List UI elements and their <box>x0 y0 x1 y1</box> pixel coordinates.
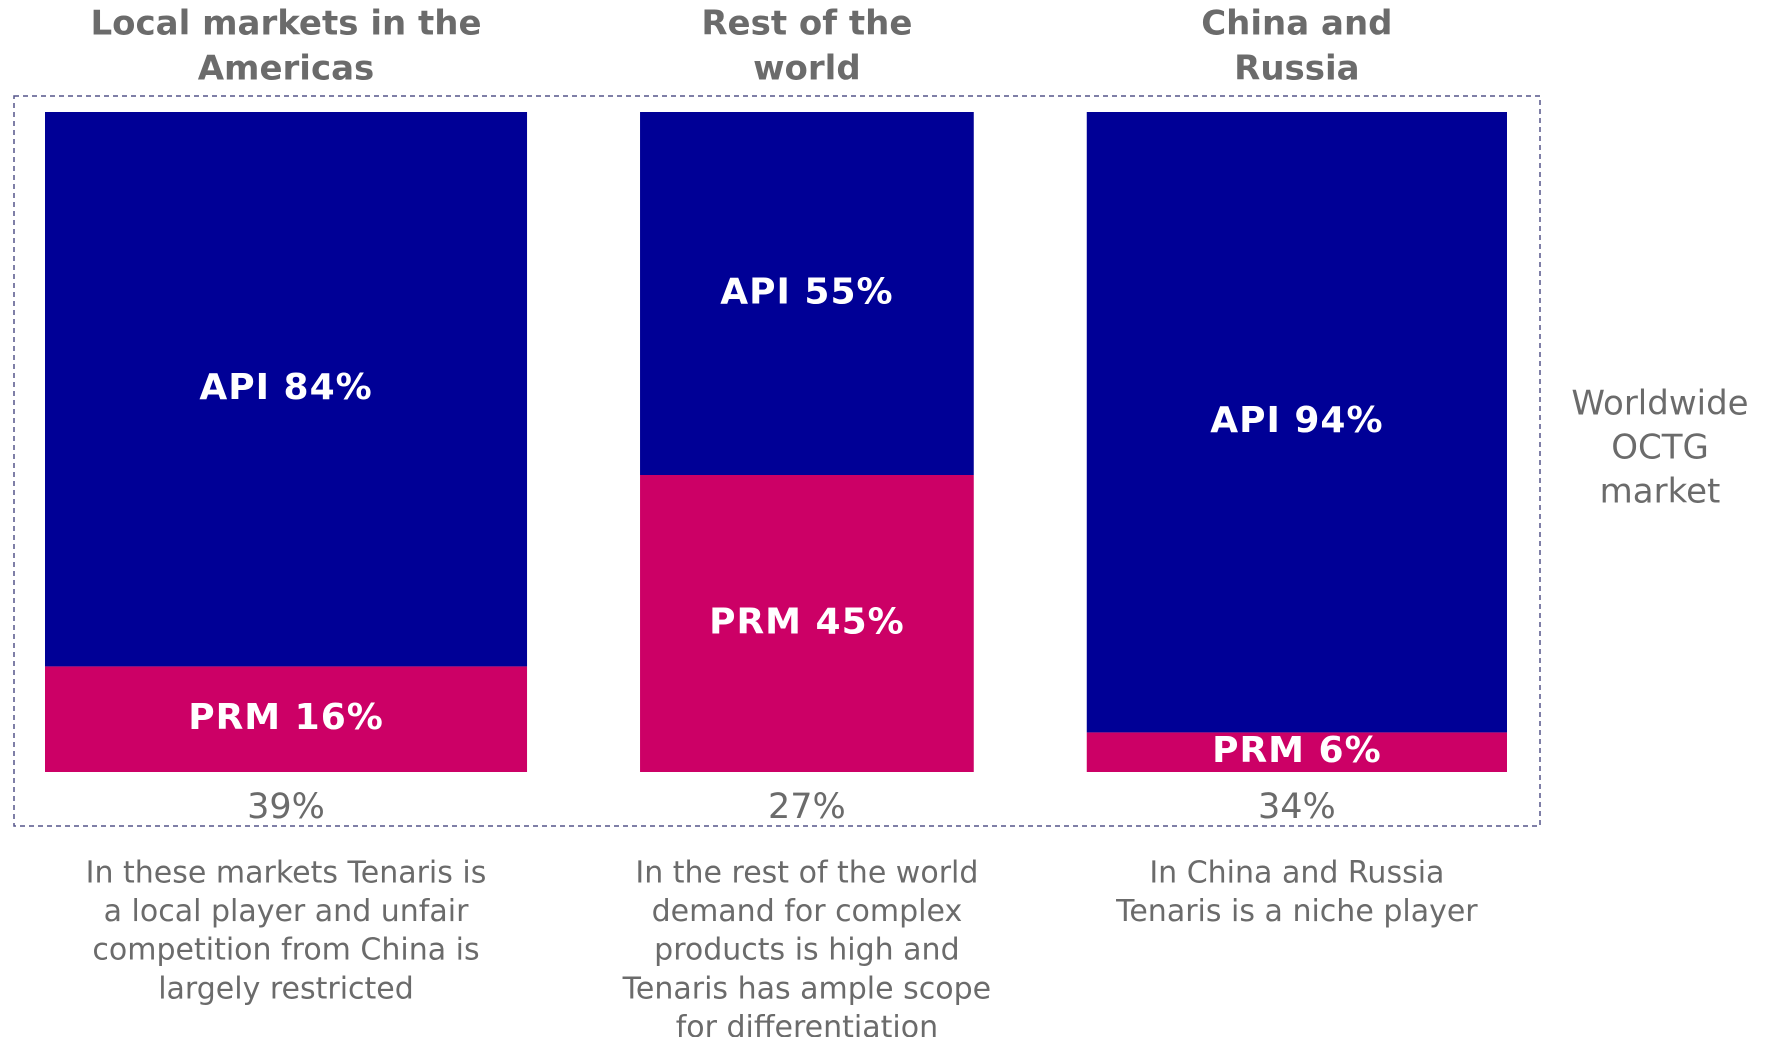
description: In China and Russia <box>1149 856 1444 891</box>
segment <box>45 112 528 667</box>
market-frame <box>13 95 1541 827</box>
column-heading: Russia <box>1234 49 1359 89</box>
column-heading: world <box>753 49 861 89</box>
segment <box>1086 112 1507 733</box>
segment-label: API 84% <box>199 367 372 408</box>
side-label: market <box>1600 472 1721 512</box>
width-label: 27% <box>768 787 846 827</box>
segment-label: API 55% <box>720 272 893 313</box>
description: In these markets Tenaris is <box>86 856 487 891</box>
width-label: 34% <box>1258 787 1336 827</box>
description: largely restricted <box>158 971 414 1006</box>
description: demand for complex <box>652 894 963 929</box>
segment-label: PRM 45% <box>709 602 905 643</box>
side-label: OCTG <box>1611 428 1709 468</box>
segment-label: PRM 16% <box>188 697 384 738</box>
column-heading: Americas <box>198 49 375 89</box>
segment <box>640 475 974 772</box>
segment-label: API 94% <box>1210 400 1383 441</box>
description: a local player and unfair <box>104 894 469 929</box>
description: Tenaris has ample scope <box>622 971 991 1006</box>
description: In the rest of the world <box>635 856 978 891</box>
side-label: Worldwide <box>1571 384 1748 424</box>
description: for differentiation <box>676 1010 938 1037</box>
segment-label: PRM 6% <box>1212 730 1382 771</box>
description: competition from China is <box>92 933 479 968</box>
column-heading: Rest of the <box>701 4 912 44</box>
segment <box>45 666 528 772</box>
description: products is high and <box>654 933 959 968</box>
column-heading: Local markets in the <box>90 4 481 44</box>
segment <box>1086 732 1507 772</box>
description: Tenaris is a niche player <box>1115 894 1478 929</box>
width-label: 39% <box>247 787 325 827</box>
segment <box>640 112 974 475</box>
column-heading: China and <box>1201 4 1392 44</box>
